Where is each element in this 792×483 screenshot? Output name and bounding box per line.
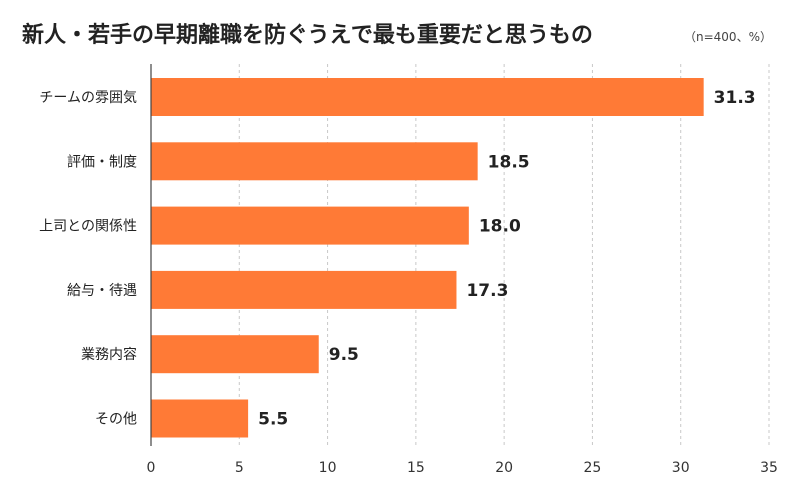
value-label-5: 5.5 — [258, 410, 288, 430]
value-label-3: 17.3 — [466, 281, 508, 301]
x-tick-label-5: 25 — [584, 460, 602, 476]
x-tick-label-0: 0 — [147, 460, 156, 476]
gridlines — [238, 64, 770, 446]
category-label-2: 上司との関係性 — [39, 219, 137, 235]
value-label-2: 18.0 — [479, 217, 521, 237]
value-label-4: 9.5 — [329, 345, 359, 365]
bars — [151, 78, 704, 438]
category-label-5: その他 — [95, 412, 137, 428]
x-tick-label-1: 5 — [235, 460, 244, 476]
category-label-3: 給与・待遇 — [67, 283, 137, 299]
chart-title-note: （n=400、%） — [684, 30, 772, 44]
bar-4 — [151, 335, 319, 374]
bar-2 — [151, 206, 469, 245]
x-tick-label-7: 35 — [760, 460, 778, 476]
bar-5 — [151, 399, 249, 438]
chart-title: 新人・若手の早期離職を防ぐうえで最も重要だと思うもの — [22, 22, 593, 48]
category-label-1: 評価・制度 — [67, 154, 137, 170]
category-label-0: チームの雰囲気 — [39, 90, 137, 106]
x-tick-label-2: 10 — [319, 460, 337, 476]
bar-1 — [151, 142, 478, 181]
value-label-1: 18.5 — [488, 152, 530, 172]
x-tick-label-4: 20 — [495, 460, 513, 476]
bar-0 — [151, 78, 704, 116]
category-label-4: 業務内容 — [81, 346, 137, 363]
labels: チームの雰囲気 31.3 評価・制度 18.5 上司との関係性 18.0 給与・待遇 17.3… — [39, 88, 755, 430]
x-tick-label-6: 30 — [672, 460, 690, 476]
x-tick-label-3: 15 — [407, 460, 425, 476]
bar-3 — [151, 270, 457, 309]
x-axis-ticks: 0 5 10 15 20 25 30 35 — [147, 460, 778, 476]
value-label-0: 31.3 — [714, 88, 756, 108]
